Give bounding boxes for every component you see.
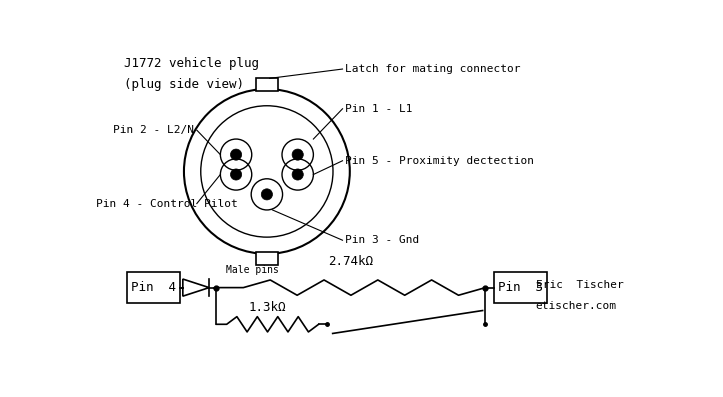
Text: 2.74kΩ: 2.74kΩ <box>328 255 373 268</box>
Text: Pin  4: Pin 4 <box>131 281 176 294</box>
Text: Eric  Tischer: Eric Tischer <box>536 280 623 290</box>
Text: Pin 4 - Control Pilot: Pin 4 - Control Pilot <box>96 198 238 208</box>
Text: Latch for mating connector: Latch for mating connector <box>346 64 521 74</box>
Ellipse shape <box>292 149 304 160</box>
Text: Male pins: Male pins <box>226 264 279 275</box>
Ellipse shape <box>261 189 273 200</box>
Bar <box>256 252 278 264</box>
Text: Pin 5 - Proximity dectection: Pin 5 - Proximity dectection <box>346 156 534 166</box>
Text: (plug side view): (plug side view) <box>124 78 244 91</box>
Ellipse shape <box>292 169 304 180</box>
Text: Pin  3: Pin 3 <box>498 281 543 294</box>
Bar <box>256 78 278 91</box>
Text: Pin 1 - L1: Pin 1 - L1 <box>346 104 413 114</box>
Text: Pin 3 - Gnd: Pin 3 - Gnd <box>346 235 419 245</box>
Ellipse shape <box>231 149 241 160</box>
Text: J1772 vehicle plug: J1772 vehicle plug <box>124 57 259 70</box>
Ellipse shape <box>231 169 241 180</box>
Text: Pin 2 - L2/N: Pin 2 - L2/N <box>113 125 194 135</box>
Bar <box>127 272 180 303</box>
Text: etischer.com: etischer.com <box>536 301 617 311</box>
Bar <box>494 272 547 303</box>
Text: 1.3kΩ: 1.3kΩ <box>249 301 286 314</box>
